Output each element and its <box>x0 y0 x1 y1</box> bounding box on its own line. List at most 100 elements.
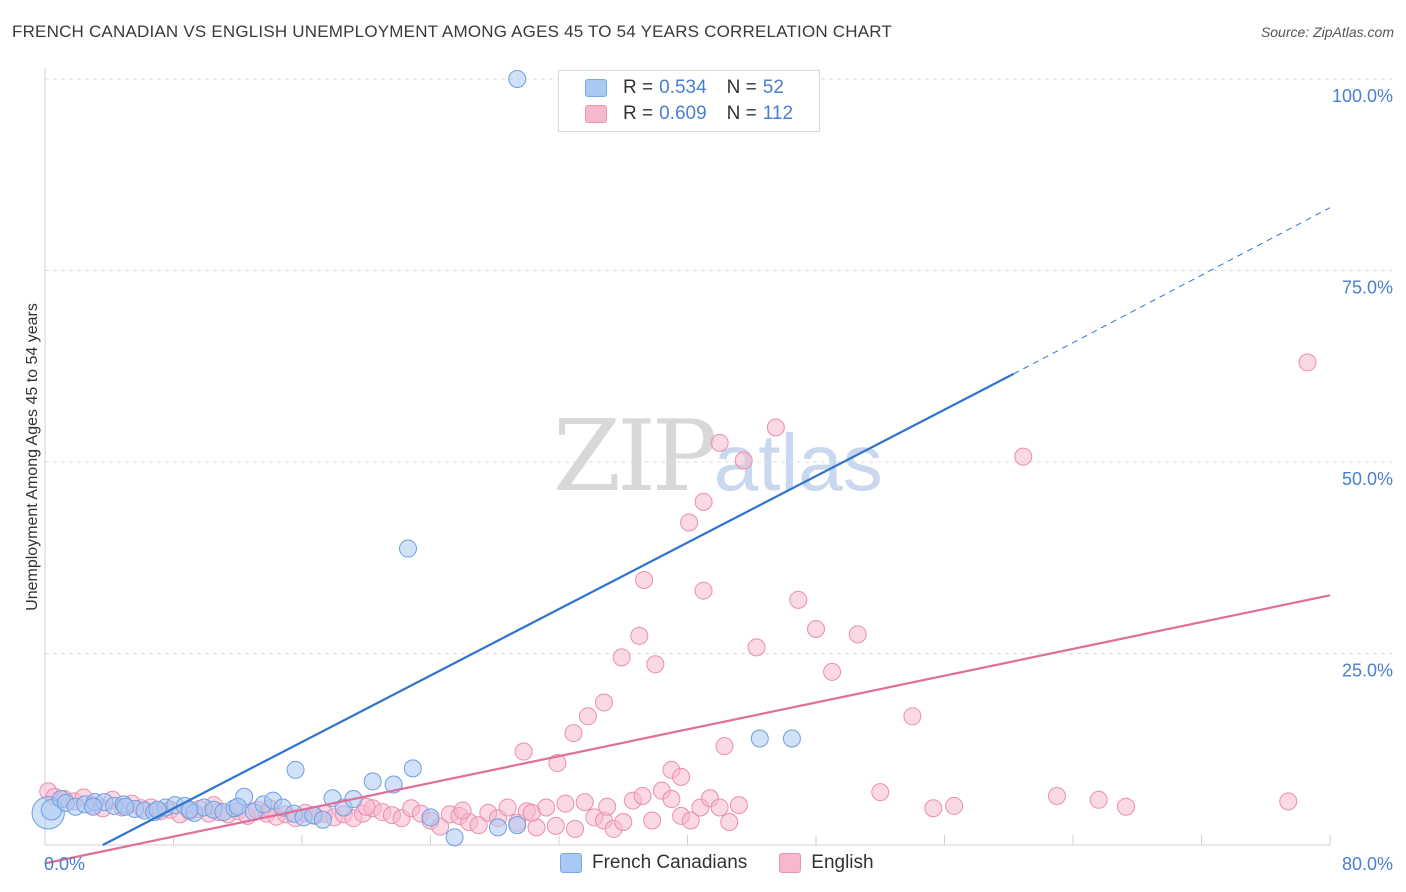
n-label: N = <box>726 103 757 124</box>
english-point <box>564 724 583 743</box>
english-point <box>556 794 575 813</box>
tick-labels: 25.0% 50.0% 75.0% 100.0% 0.0% 80.0% <box>44 86 1393 874</box>
english-point <box>681 811 700 830</box>
english-point <box>710 798 729 817</box>
english-point <box>945 796 964 815</box>
legend-item-english[interactable]: English <box>779 852 874 874</box>
english-point <box>546 816 565 835</box>
english-point <box>612 648 631 667</box>
english-point <box>729 796 748 815</box>
french-canadian-point <box>445 828 464 847</box>
r-value: 0.534 <box>659 77 707 98</box>
y-tick-label: 75.0% <box>1342 278 1393 298</box>
english-point <box>1279 792 1298 811</box>
legend-row-english: R = 0.609 N = 112 <box>585 102 793 126</box>
y-tick-label: 25.0% <box>1342 661 1393 681</box>
grid-layer <box>45 78 1392 654</box>
english-point <box>720 813 739 832</box>
english-point <box>453 801 472 820</box>
english-point <box>614 813 633 832</box>
watermark-zip: ZIP <box>553 400 718 514</box>
axes-layer <box>44 68 1331 846</box>
english-point <box>662 790 681 809</box>
english-point <box>1298 353 1317 372</box>
english-point <box>680 513 699 532</box>
english-point <box>469 816 488 835</box>
english-point <box>633 786 652 805</box>
english-point <box>1014 447 1033 466</box>
french-canadian-point <box>313 810 332 829</box>
n-value: 112 <box>762 103 794 124</box>
french-canadian-point <box>508 70 527 88</box>
french-canadian-point <box>403 759 422 778</box>
english-point <box>903 707 922 726</box>
english-point <box>1117 797 1136 816</box>
r-value: 0.609 <box>659 103 707 124</box>
english-point <box>635 570 654 589</box>
trend-line-english <box>44 594 1331 865</box>
y-tick-label: 100.0% <box>1332 86 1393 106</box>
n-value: 52 <box>762 77 784 98</box>
series-legend: French Canadians English <box>560 852 906 874</box>
english-point <box>598 797 617 816</box>
french-canadian-point <box>750 729 769 748</box>
french-canadian-point <box>363 772 382 791</box>
legend-row-french-canadians: R = 0.534 N = 52 <box>585 76 784 100</box>
english-point <box>566 819 585 838</box>
y-tick-label: 50.0% <box>1342 469 1393 489</box>
blue-swatch-icon <box>585 79 607 97</box>
english-point <box>646 655 665 674</box>
english-point <box>522 803 541 822</box>
english-point <box>694 581 713 600</box>
english-point <box>643 811 662 830</box>
english-point <box>848 625 867 644</box>
legend-item-french-canadians[interactable]: French Canadians <box>560 852 747 874</box>
french-canadian-point <box>116 797 135 816</box>
french-canadian-point <box>488 818 507 837</box>
english-point <box>789 590 808 609</box>
english-point <box>734 451 753 470</box>
french-canadian-point <box>84 797 103 816</box>
source-label: Source: ZipAtlas.com <box>1260 24 1394 40</box>
pink-swatch-icon <box>779 853 802 873</box>
r-label: R = <box>623 77 654 98</box>
english-point <box>1089 790 1108 809</box>
english-point <box>715 737 734 756</box>
french-canadian-point <box>508 816 527 835</box>
trend-line-extension <box>1013 207 1331 375</box>
english-point <box>498 798 517 817</box>
french-canadian-point <box>286 760 305 779</box>
trend-line-french-canadians <box>102 372 1015 846</box>
english-point <box>672 767 691 786</box>
english-point <box>630 626 649 645</box>
english-point <box>1047 786 1066 805</box>
english-point <box>766 418 785 437</box>
trend-lines <box>44 207 1331 865</box>
r-label: R = <box>623 103 654 124</box>
french-canadian-point <box>228 797 247 816</box>
english-point <box>594 693 613 712</box>
english-point <box>710 433 729 452</box>
english-point <box>694 492 713 511</box>
x-tick-label: 0.0% <box>44 854 85 874</box>
y-axis-label: Unemployment Among Ages 45 to 54 years <box>24 303 41 611</box>
legend-label-french-canadians: French Canadians <box>592 852 748 873</box>
french-canadian-point <box>421 808 440 827</box>
n-label: N = <box>726 77 757 98</box>
english-points <box>39 353 1317 838</box>
english-point <box>807 619 825 638</box>
english-point <box>548 754 567 773</box>
english-point <box>575 793 594 812</box>
blue-swatch-icon <box>560 853 582 873</box>
english-point <box>514 742 533 761</box>
legend-label-english: English <box>811 852 874 873</box>
french-canadian-points <box>31 70 801 847</box>
pink-swatch-icon <box>585 105 607 123</box>
french-canadian-point <box>782 729 801 748</box>
chart-title: FRENCH CANADIAN VS ENGLISH UNEMPLOYMENT … <box>12 22 893 41</box>
x-tick-label: 80.0% <box>1342 854 1393 874</box>
correlation-legend: R = 0.534 N = 52 R = 0.609 N = 112 <box>558 70 820 132</box>
english-point <box>823 662 842 681</box>
french-canadian-point <box>399 539 418 558</box>
